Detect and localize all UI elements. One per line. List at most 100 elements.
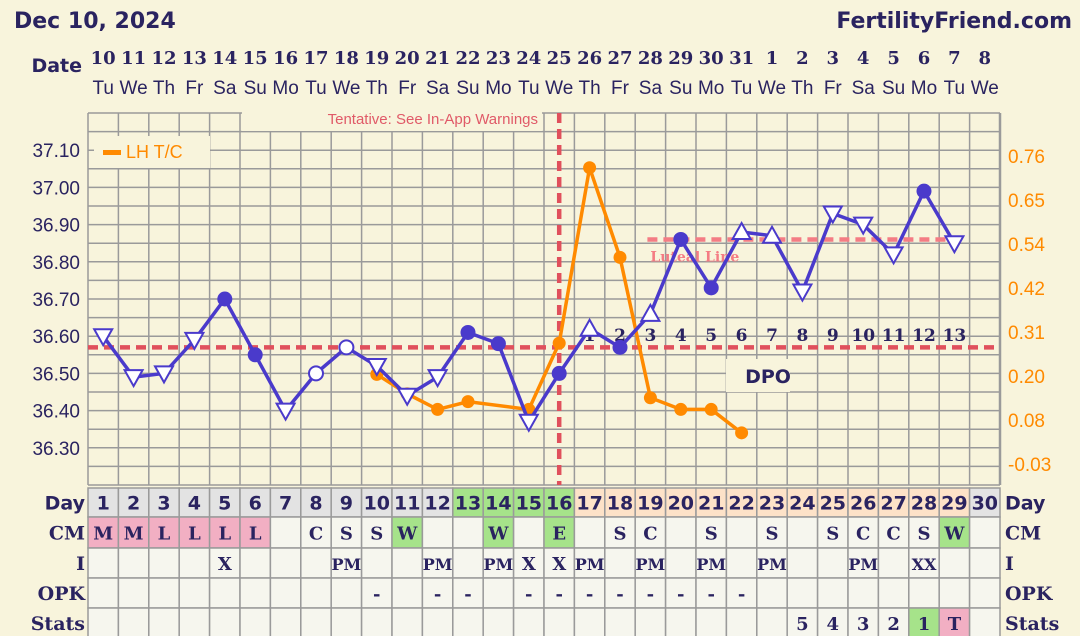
table-cell-stats[interactable] <box>421 607 454 636</box>
table-cell-days[interactable] <box>117 487 150 518</box>
table-cell-stats[interactable] <box>117 607 150 636</box>
table-cell-stats[interactable] <box>604 607 636 636</box>
table-cell-opk[interactable] <box>117 577 150 609</box>
table-cell-days[interactable] <box>634 487 667 518</box>
table-cell-i[interactable] <box>300 547 332 579</box>
site-logo-text[interactable]: FertilityFriend.com <box>836 9 1072 34</box>
table-cell-stats[interactable] <box>725 607 758 636</box>
lh-point[interactable] <box>613 250 627 264</box>
table-cell-stats[interactable] <box>360 607 393 636</box>
table-cell-cm[interactable] <box>178 516 211 549</box>
table-cell-stats[interactable] <box>452 607 484 636</box>
table-cell-cm[interactable] <box>269 516 302 549</box>
temperature-point-triangle-down[interactable] <box>822 205 844 225</box>
table-cell-days[interactable] <box>87 487 120 518</box>
table-cell-cm[interactable] <box>391 516 424 549</box>
temperature-point[interactable] <box>612 339 628 355</box>
temperature-point-triangle-down[interactable] <box>92 328 114 348</box>
temperature-point-triangle-down[interactable] <box>852 216 874 236</box>
temperature-point-triangle-up[interactable] <box>639 302 662 322</box>
table-cell-opk[interactable] <box>938 577 971 609</box>
table-cell-opk[interactable] <box>87 577 120 609</box>
table-cell-stats[interactable] <box>300 607 332 636</box>
table-cell-days[interactable] <box>968 487 1001 518</box>
table-cell-cm[interactable] <box>452 516 484 549</box>
temperature-point[interactable] <box>247 347 263 363</box>
table-cell-opk[interactable] <box>968 577 1001 609</box>
table-cell-i[interactable] <box>938 547 971 579</box>
temperature-point-triangle-up[interactable] <box>761 224 783 244</box>
table-cell-days[interactable] <box>208 487 241 518</box>
lh-point[interactable] <box>461 395 475 409</box>
table-cell-cm[interactable] <box>725 516 758 549</box>
table-cell-opk[interactable] <box>725 577 758 609</box>
table-cell-cm[interactable] <box>604 516 636 549</box>
table-cell-opk[interactable] <box>239 577 272 609</box>
table-cell-cm[interactable] <box>330 516 363 549</box>
table-cell-i[interactable] <box>786 547 819 579</box>
table-cell-opk[interactable] <box>482 577 515 609</box>
table-cell-stats[interactable] <box>634 607 667 636</box>
table-cell-opk[interactable] <box>786 577 819 609</box>
lh-point[interactable] <box>674 402 688 416</box>
temperature-point[interactable] <box>703 280 719 296</box>
table-cell-days[interactable] <box>938 487 971 518</box>
table-cell-i[interactable] <box>117 547 150 579</box>
table-cell-cm[interactable] <box>664 516 697 549</box>
lh-point[interactable] <box>552 336 566 350</box>
table-cell-stats[interactable] <box>330 607 363 636</box>
table-cell-cm[interactable] <box>208 516 241 549</box>
table-cell-stats[interactable] <box>695 607 728 636</box>
table-cell-cm[interactable] <box>573 516 606 549</box>
table-cell-days[interactable] <box>512 487 545 518</box>
temperature-point[interactable] <box>217 291 233 307</box>
table-cell-opk[interactable] <box>330 577 363 609</box>
table-cell-opk[interactable] <box>877 577 910 609</box>
table-cell-i[interactable] <box>178 547 211 579</box>
lh-point[interactable] <box>431 402 445 416</box>
table-cell-i[interactable] <box>452 547 484 579</box>
table-cell-stats[interactable] <box>178 607 211 636</box>
table-cell-opk[interactable] <box>178 577 211 609</box>
table-cell-i[interactable] <box>847 547 880 579</box>
table-cell-cm[interactable] <box>239 516 272 549</box>
table-cell-cm[interactable] <box>148 516 180 549</box>
table-cell-i[interactable] <box>512 547 545 579</box>
table-cell-i[interactable] <box>148 547 180 579</box>
table-cell-opk[interactable] <box>604 577 636 609</box>
table-cell-stats[interactable] <box>482 607 515 636</box>
table-cell-cm[interactable] <box>421 516 454 549</box>
table-cell-stats[interactable] <box>908 607 940 636</box>
table-cell-i[interactable] <box>87 547 120 579</box>
table-cell-stats[interactable] <box>87 607 120 636</box>
table-cell-i[interactable] <box>208 547 241 579</box>
table-cell-stats[interactable] <box>269 607 302 636</box>
temperature-point-triangle-down[interactable] <box>426 369 449 389</box>
table-cell-opk[interactable] <box>208 577 241 609</box>
temperature-point-triangle-down[interactable] <box>396 387 418 407</box>
table-cell-stats[interactable] <box>391 607 424 636</box>
temperature-point-open[interactable] <box>308 365 324 382</box>
table-cell-opk[interactable] <box>664 577 697 609</box>
table-cell-stats[interactable] <box>573 607 606 636</box>
temperature-point[interactable] <box>460 324 476 340</box>
table-cell-i[interactable] <box>725 547 758 579</box>
table-cell-stats[interactable] <box>756 607 788 636</box>
temperature-point-triangle-up[interactable] <box>730 221 753 241</box>
table-cell-i[interactable] <box>360 547 393 579</box>
temperature-point[interactable] <box>673 231 689 247</box>
table-cell-stats[interactable] <box>512 607 545 636</box>
table-cell-opk[interactable] <box>847 577 880 609</box>
table-cell-opk[interactable] <box>756 577 788 609</box>
table-cell-i[interactable] <box>664 547 697 579</box>
table-cell-opk[interactable] <box>391 577 424 609</box>
table-cell-i[interactable] <box>573 547 606 579</box>
temperature-point-triangle-down[interactable] <box>882 246 905 266</box>
temperature-point-triangle-down[interactable] <box>791 283 814 303</box>
table-cell-opk[interactable] <box>148 577 180 609</box>
table-cell-i[interactable] <box>391 547 424 579</box>
temperature-point[interactable] <box>916 183 932 199</box>
table-cell-opk[interactable] <box>908 577 940 609</box>
table-cell-stats[interactable] <box>239 607 272 636</box>
lh-point[interactable] <box>643 391 657 405</box>
